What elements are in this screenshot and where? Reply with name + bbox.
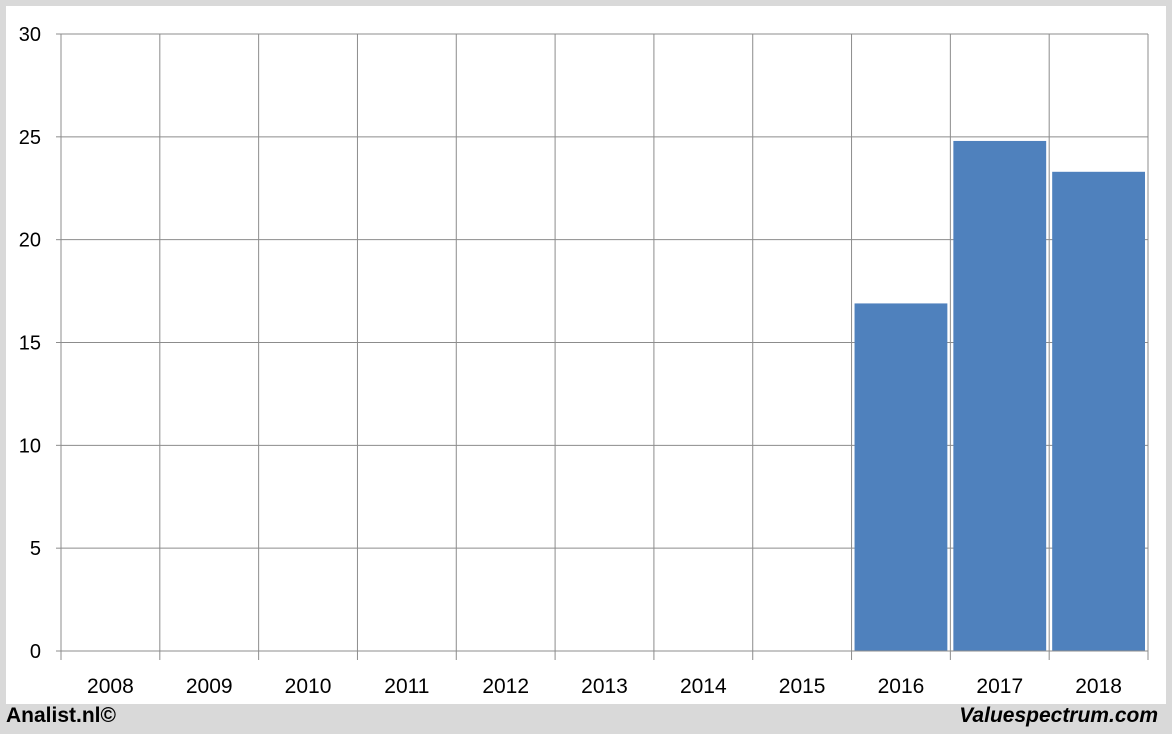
x-tick-label: 2016 [878,675,925,698]
x-tick-label: 2008 [87,675,134,698]
y-tick-label: 30 [19,24,41,46]
label-layer: 0 5 10 15 20 25 30 2008 2009 2010 2011 2012 2013 2014… [19,24,1122,698]
x-tick-label: 2017 [976,675,1023,698]
bar-2016 [854,303,948,651]
valuespectrum-credit: Valuespectrum.com [959,704,1158,727]
bar-chart: 0 5 10 15 20 25 30 2008 2009 2010 2011 2012 2013 2014… [19,24,1149,698]
y-tick-label: 15 [19,333,41,355]
y-tick-label: 20 [19,230,41,252]
bar-2017 [953,140,1047,652]
x-tick-label: 2011 [384,675,429,698]
x-tick-label: 2009 [186,675,233,698]
x-tick-label: 2015 [779,675,826,698]
y-tick-label: 5 [30,538,41,560]
x-tick-label: 2013 [581,675,628,698]
analist-credit: Analist.nl© [6,704,116,727]
x-tick-label: 2014 [680,675,727,698]
x-tick-label: 2018 [1075,675,1122,698]
x-tick-label: 2012 [482,675,529,698]
axis-layer [56,33,1148,652]
grid-layer [60,33,1149,660]
bar-2018 [1052,171,1145,651]
plot-panel: 0 5 10 15 20 25 30 2008 2009 2010 2011 2012 2013 2014… [6,6,1166,704]
y-tick-label: 25 [19,127,41,149]
bar-layer [854,140,1145,652]
y-tick-label: 0 [30,641,41,663]
x-tick-label: 2010 [285,675,332,698]
y-tick-label: 10 [19,435,41,457]
